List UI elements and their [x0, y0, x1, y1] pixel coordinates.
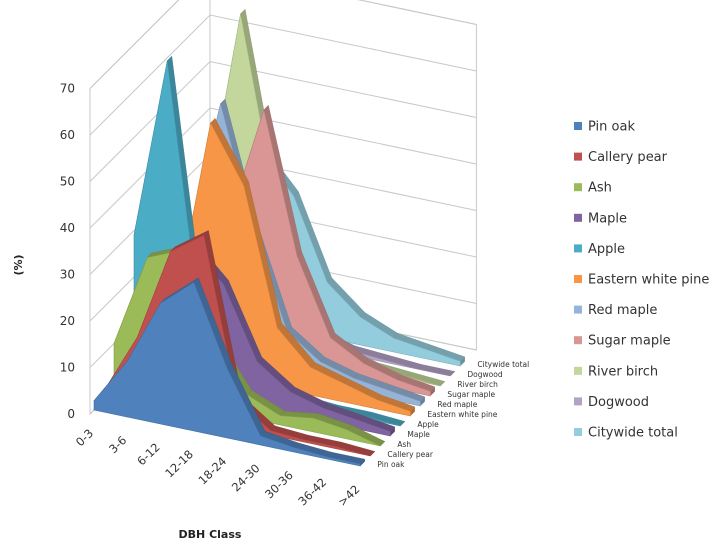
series-axis-label: Ash — [397, 440, 411, 449]
x-axis-label: DBH Class — [179, 528, 242, 541]
series-axis-label: Citywide total — [477, 360, 529, 369]
legend-entry: Sugar maple — [588, 334, 671, 349]
x-tick-label: 0-3 — [73, 426, 96, 449]
series-area — [93, 277, 366, 467]
series-axis-label: Maple — [407, 430, 430, 439]
legend-entry: Maple — [588, 211, 627, 226]
legend-swatch — [574, 244, 582, 253]
gridline — [89, 14, 477, 136]
x-tick-label: 12-18 — [162, 447, 196, 480]
series-axis-label: Sugar maple — [447, 390, 495, 399]
series-axis-label: River birch — [457, 380, 498, 389]
legend-swatch — [574, 152, 582, 161]
legend-swatch — [574, 122, 582, 130]
legend-swatch — [574, 397, 582, 406]
legend-swatch — [574, 275, 582, 283]
series-areas — [93, 8, 466, 467]
y-tick-label: 70 — [60, 82, 75, 96]
legend-entry: Ash — [588, 181, 612, 196]
area-end-cap — [410, 406, 415, 416]
legend-swatch — [574, 336, 582, 345]
series-axis-label: Red maple — [437, 400, 477, 409]
legend-entry: Red maple — [588, 303, 657, 318]
x-tick-label: 36-42 — [295, 475, 329, 508]
y-tick-label: 0 — [67, 407, 75, 421]
x-tick-label: >42 — [335, 482, 362, 509]
y-tick-label: 20 — [60, 314, 75, 328]
x-tick-label: 24-30 — [229, 461, 263, 494]
legend-entry: River birch — [588, 364, 658, 379]
y-tick-label: 60 — [60, 128, 75, 142]
area-end-cap — [390, 426, 395, 436]
y-axis-label: (%) — [12, 254, 25, 275]
legend-swatch — [574, 305, 582, 314]
y-tick-label: 40 — [60, 221, 75, 235]
y-tick-label: 50 — [60, 175, 75, 189]
gridline — [89, 107, 477, 229]
area-end-cap — [420, 396, 425, 406]
legend-entry: Callery pear — [588, 150, 668, 165]
legend-swatch — [574, 213, 582, 222]
area-end-cap — [460, 356, 465, 366]
legend-swatch — [574, 366, 582, 375]
legend-entry: Pin oak — [588, 120, 635, 135]
x-tick-label: 3-6 — [106, 433, 129, 456]
series-axis-label: Eastern white pine — [427, 410, 497, 419]
x-tick-label: 18-24 — [196, 454, 230, 487]
series-axis-label: Apple — [417, 420, 439, 429]
y-tick-label: 30 — [60, 268, 75, 282]
x-tick-label: 6-12 — [134, 440, 163, 468]
area-end-cap — [360, 459, 365, 466]
area-end-cap — [430, 386, 435, 396]
series-axis-label: Callery pear — [387, 450, 433, 459]
legend-entry: Eastern white pine — [588, 273, 709, 288]
gridline — [89, 0, 477, 89]
legend-swatch — [574, 183, 582, 192]
legend: Pin oak Callery pear Ash Maple Apple Eastern … — [574, 120, 709, 441]
x-tick-label: 30-36 — [262, 468, 296, 501]
series-axis-label: Pin oak — [377, 460, 405, 469]
y-axis-ticks: 0 10 20 30 40 50 60 70 — [60, 82, 75, 422]
legend-entry: Apple — [588, 242, 625, 257]
y-tick-label: 10 — [60, 361, 75, 375]
series-axis-label: Dogwood — [467, 370, 502, 379]
legend-entry: Citywide total — [588, 426, 678, 441]
legend-swatch — [574, 428, 582, 436]
gridline — [89, 60, 477, 182]
area-face — [93, 281, 361, 467]
legend-entry: Dogwood — [588, 395, 649, 410]
